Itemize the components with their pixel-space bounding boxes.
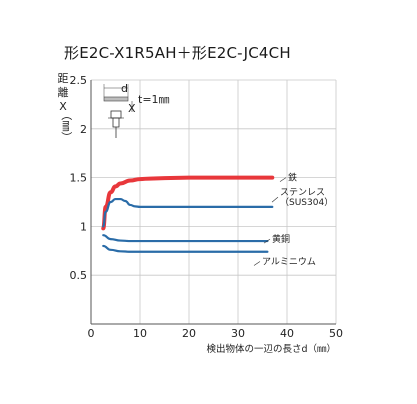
series-line-3 <box>102 244 269 253</box>
sensor-head-icon <box>110 110 122 119</box>
y-tick-label: 1 <box>80 220 87 233</box>
x-axis-label: 検出物体の一辺の長さd（㎜） <box>206 343 336 355</box>
chart-title: 形E2C-X1R5AH＋形E2C-JC4CH <box>64 44 291 62</box>
inset-thickness-note: t=1㎜ <box>138 93 170 106</box>
leader-line <box>279 177 287 182</box>
sensor-body-icon <box>112 117 120 128</box>
x-tick-label: 10 <box>133 327 147 340</box>
target-plate-icon <box>103 96 129 102</box>
y-tick-label: 1.5 <box>70 172 88 185</box>
grid <box>91 79 337 324</box>
x-tick-label: 0 <box>88 327 95 340</box>
leader-line <box>263 238 271 244</box>
x-tick-label: 30 <box>231 327 245 340</box>
y-axis-unit: （㎜） <box>60 110 73 143</box>
series-line-1 <box>102 197 274 228</box>
y-tick-label: 0.5 <box>70 269 88 282</box>
series <box>101 175 275 253</box>
series-line-2 <box>102 234 269 243</box>
series-line-0 <box>101 175 275 231</box>
series-label: アルミニウム <box>262 257 316 268</box>
axes <box>90 80 336 325</box>
inset-x-label: X <box>128 102 136 115</box>
y-axis-label: 距離 X <box>58 72 69 113</box>
y-tick-label: 2 <box>80 123 87 136</box>
tick-labels: 0 10 20 30 40 50 0.5 1 1.5 2 2.5距離 X（㎜） <box>58 72 344 340</box>
series-label: 黄銅 <box>272 233 290 245</box>
x-tick-label: 50 <box>329 327 343 340</box>
inset-d-label: d <box>121 82 128 95</box>
leader-line <box>253 261 261 266</box>
series-label: 鉄 <box>288 172 297 184</box>
y-tick-label: 2.5 <box>70 74 88 87</box>
sensor-inset-diagram: dX <box>103 82 136 138</box>
x-tick-label: 40 <box>280 327 294 340</box>
leader-line <box>271 196 279 203</box>
series-label: ステンレス <box>280 187 325 198</box>
series-label-sub: （SUS304） <box>280 197 333 208</box>
x-tick-label: 20 <box>182 327 196 340</box>
